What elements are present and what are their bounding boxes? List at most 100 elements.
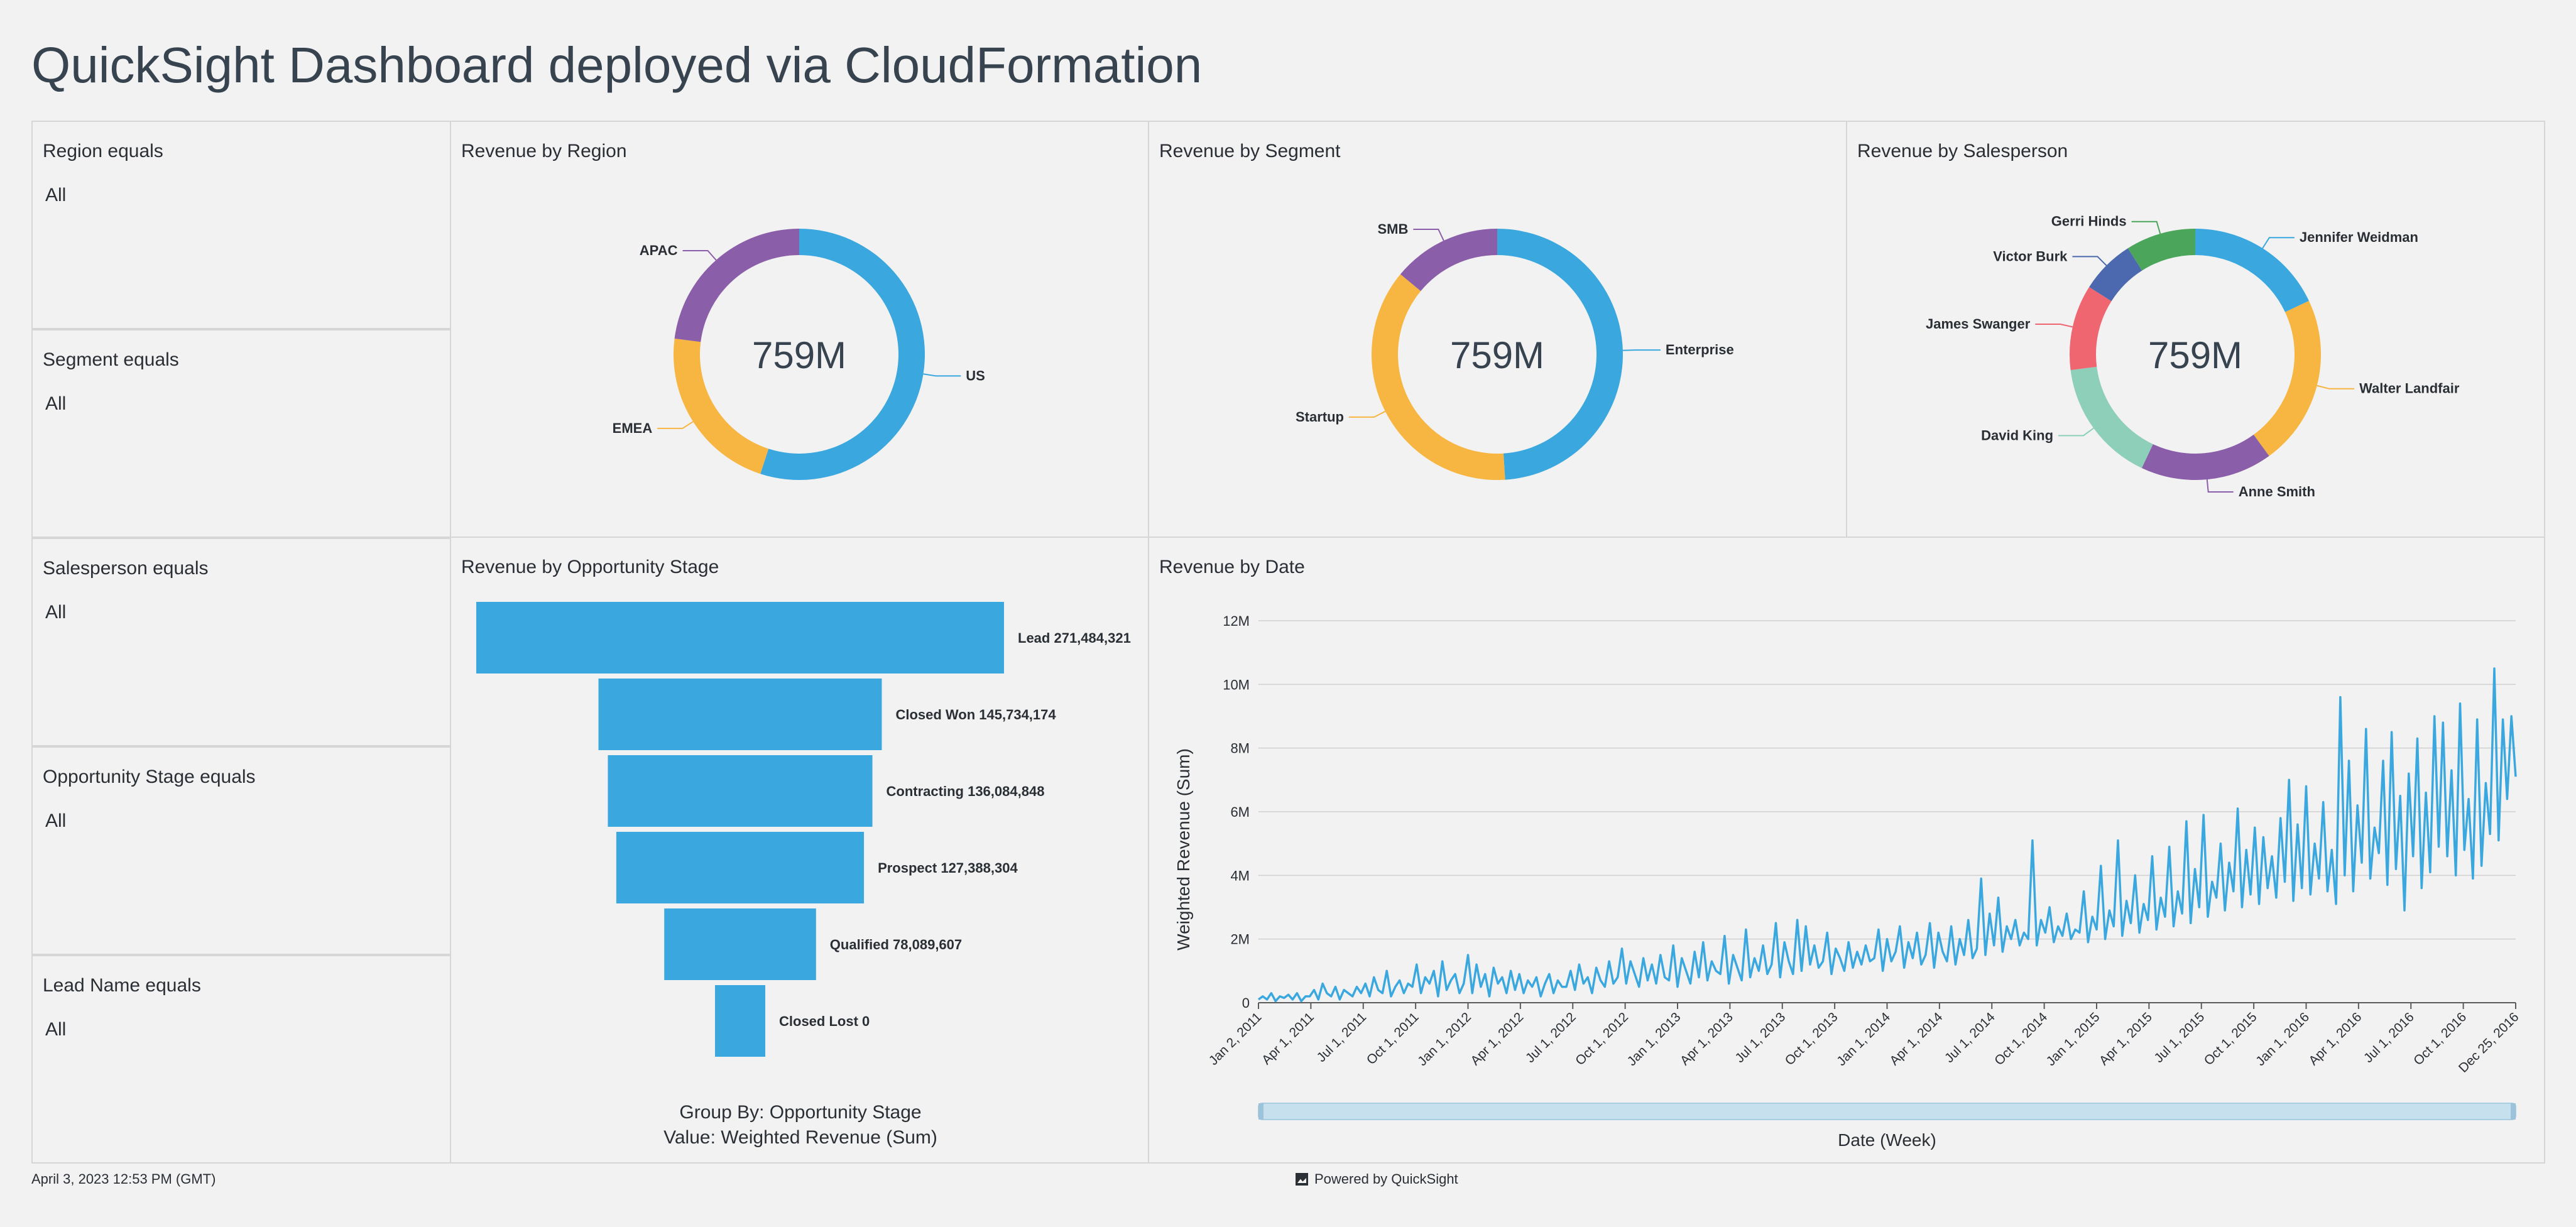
x-tick-label: Oct 1, 2013 xyxy=(1782,1010,1841,1068)
funnel-group-by-caption: Group By: Opportunity Stage xyxy=(679,1102,921,1123)
slice-label-startup: Startup xyxy=(1296,409,1344,425)
y-tick-label: 4M xyxy=(1230,868,1250,883)
filter-salesperson[interactable]: Salesperson equals All xyxy=(31,538,451,746)
slice-label-us: US xyxy=(966,368,985,383)
y-tick-label: 8M xyxy=(1230,741,1250,756)
filter-value-dropdown[interactable]: All xyxy=(45,185,67,205)
x-tick-label: Apr 1, 2016 xyxy=(2306,1010,2364,1068)
leader-line xyxy=(923,373,961,377)
donut-slice-us[interactable] xyxy=(760,229,925,480)
filter-region[interactable]: Region equals All xyxy=(31,121,451,329)
visual-revenue-by-opportunity-stage[interactable]: Revenue by Opportunity Stage Lead 271,48… xyxy=(450,537,1149,1164)
donut-chart-region[interactable]: US EMEA APAC 759M xyxy=(451,122,1148,537)
x-tick-label: Jan 2, 2011 xyxy=(1206,1010,1265,1068)
filter-value-dropdown[interactable]: All xyxy=(45,602,67,623)
slice-label-walter-landfair: Walter Landfair xyxy=(2359,381,2460,396)
donut-slice-smb[interactable] xyxy=(1400,229,1497,292)
slice-label-emea: EMEA xyxy=(613,420,653,436)
funnel-bar-closed-won[interactable] xyxy=(598,679,882,750)
leader-line xyxy=(2206,479,2234,493)
funnel-category: Contracting xyxy=(887,783,964,799)
donut-slice-jennifer-weidman[interactable] xyxy=(2195,229,2309,312)
y-tick-label: 2M xyxy=(1230,932,1250,947)
donut-slice-james-swanger[interactable] xyxy=(2070,286,2112,371)
funnel-label-prospect: Prospect 127,388,304 xyxy=(878,860,1018,876)
x-axis-label: Date (Week) xyxy=(1838,1130,1936,1150)
funnel-label-lead: Lead 271,484,321 xyxy=(1018,630,1131,646)
filter-lead-name[interactable]: Lead Name equals All xyxy=(31,955,451,1164)
funnel-category: Closed Won xyxy=(895,707,975,723)
y-tick-label: 6M xyxy=(1230,804,1250,820)
funnel-bar-closed-lost[interactable] xyxy=(715,985,765,1057)
filter-segment[interactable]: Segment equals All xyxy=(31,329,451,538)
donut-center-total: 759M xyxy=(2148,334,2242,376)
visual-revenue-by-region[interactable]: Revenue by Region US EMEA APAC 759M xyxy=(450,121,1149,538)
filter-opportunity-stage[interactable]: Opportunity Stage equals All xyxy=(31,746,451,955)
slice-label-apac: APAC xyxy=(640,243,678,258)
x-tick-label: Apr 1, 2014 xyxy=(1887,1010,1945,1068)
donut-slice-apac[interactable] xyxy=(674,229,799,342)
y-tick-label: 0 xyxy=(1242,995,1250,1011)
visual-title: Revenue by Opportunity Stage xyxy=(461,557,719,577)
x-tick-label: Oct 1, 2014 xyxy=(1992,1010,2050,1068)
x-tick-label: Oct 1, 2015 xyxy=(2202,1010,2260,1068)
funnel-bar-prospect[interactable] xyxy=(616,832,865,903)
funnel-value: 145,734,174 xyxy=(975,707,1056,723)
funnel-label-contracting: Contracting 136,084,848 xyxy=(887,783,1045,799)
donut-chart-salesperson[interactable]: Jennifer Weidman Walter Landfair Anne Smit… xyxy=(1847,122,2544,537)
donut-slice-anne-smith[interactable] xyxy=(2141,434,2269,480)
x-tick-label: Jan 1, 2012 xyxy=(1415,1010,1474,1069)
visual-revenue-by-salesperson[interactable]: Revenue by Salesperson Jennifer Weidman W… xyxy=(1846,121,2545,538)
filter-label: Lead Name equals xyxy=(43,975,201,996)
funnel-value: 127,388,304 xyxy=(937,860,1018,876)
series-line-weighted-revenue[interactable] xyxy=(1257,667,2517,1003)
filter-value-dropdown[interactable]: All xyxy=(45,810,67,831)
funnel-chart[interactable]: Lead 271,484,321 Closed Won 145,734,174 Co… xyxy=(451,538,1148,1162)
date-range-slider[interactable] xyxy=(1258,1103,2516,1120)
funnel-bar-qualified[interactable] xyxy=(664,908,816,980)
y-axis-label: Weighted Revenue (Sum) xyxy=(1174,748,1193,951)
donut-center-total: 759M xyxy=(752,334,846,376)
visual-title: Revenue by Region xyxy=(461,141,627,161)
x-tick-label: Jul 1, 2016 xyxy=(2361,1010,2417,1066)
filter-label: Segment equals xyxy=(43,349,179,370)
donut-slice-walter-landfair[interactable] xyxy=(2253,300,2321,456)
x-tick-label: Jul 1, 2013 xyxy=(1732,1010,1788,1066)
filter-label: Region equals xyxy=(43,141,163,161)
range-handle-left[interactable] xyxy=(1258,1103,1263,1120)
filter-value-dropdown[interactable]: All xyxy=(45,393,67,414)
filter-value-dropdown[interactable]: All xyxy=(45,1019,67,1040)
visual-title: Revenue by Salesperson xyxy=(1857,141,2068,161)
funnel-label-qualified: Qualified 78,089,607 xyxy=(830,937,962,952)
funnel-category: Closed Lost xyxy=(779,1013,859,1029)
funnel-label-closed-won: Closed Won 145,734,174 xyxy=(895,707,1056,723)
filter-label: Opportunity Stage equals xyxy=(43,766,256,787)
leader-line xyxy=(2317,384,2355,390)
funnel-value: 136,084,848 xyxy=(964,783,1044,799)
donut-slice-emea[interactable] xyxy=(674,338,769,474)
x-tick-label: Jul 1, 2011 xyxy=(1314,1010,1369,1065)
x-tick-label: Apr 1, 2015 xyxy=(2097,1010,2155,1068)
visual-revenue-by-date[interactable]: Revenue by Date 0 2M 4M 6M 8M 10M 12M Weighted … xyxy=(1148,537,2545,1164)
powered-by-label: Powered by QuickSight xyxy=(1314,1171,1458,1187)
donut-chart-segment[interactable]: Enterprise Startup SMB 759M xyxy=(1149,122,1846,537)
donut-slice-victor-burk[interactable] xyxy=(2089,248,2142,302)
powered-by[interactable]: Powered by QuickSight xyxy=(1296,1171,1458,1187)
funnel-bar-lead[interactable] xyxy=(476,602,1004,673)
donut-slice-startup[interactable] xyxy=(1372,274,1505,480)
visual-revenue-by-segment[interactable]: Revenue by Segment Enterprise Startup SMB 7… xyxy=(1148,121,1847,538)
donut-slice-david-king[interactable] xyxy=(2070,366,2153,468)
footer-timestamp: April 3, 2023 12:53 PM (GMT) xyxy=(31,1171,216,1187)
donut-slice-gerri-hinds[interactable] xyxy=(2127,229,2195,271)
x-tick-label: Apr 1, 2013 xyxy=(1678,1010,1736,1068)
x-tick-label: Oct 1, 2011 xyxy=(1364,1010,1422,1067)
line-chart[interactable]: 0 2M 4M 6M 8M 10M 12M Weighted Revenue (Sum) Jan… xyxy=(1149,538,2544,1162)
visual-title: Revenue by Segment xyxy=(1159,141,1341,161)
funnel-bar-contracting[interactable] xyxy=(608,755,873,827)
y-tick-label: 12M xyxy=(1223,613,1250,629)
range-handle-right[interactable] xyxy=(2511,1103,2516,1120)
x-tick-label: Jan 1, 2016 xyxy=(2253,1010,2312,1069)
visual-title: Revenue by Date xyxy=(1159,557,1305,577)
donut-slice-enterprise[interactable] xyxy=(1497,229,1624,480)
funnel-category: Qualified xyxy=(830,937,889,952)
